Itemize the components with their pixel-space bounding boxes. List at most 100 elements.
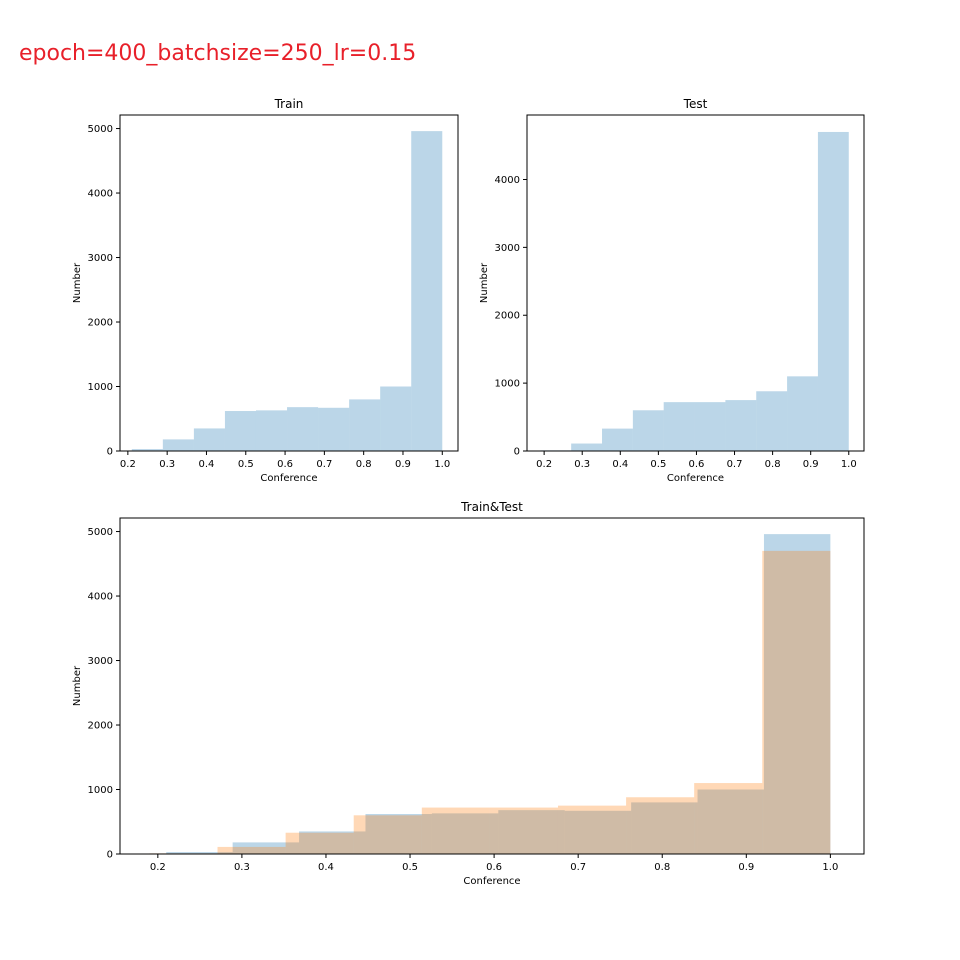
y-tick-label: 5000 xyxy=(88,124,113,135)
y-tick-label: 3000 xyxy=(495,243,520,254)
x-tick-label: 0.7 xyxy=(570,862,586,873)
histogram-bar xyxy=(489,807,558,854)
axes-frame xyxy=(526,114,865,452)
histogram-bar xyxy=(255,410,288,451)
subplot-combined: 0.2 0.3 0.4 0.5 0.6 0.7 0.8 0.9 1.0 0 1000 2000 3000… xyxy=(72,500,865,887)
histogram-bar xyxy=(762,550,831,854)
x-tick-label: 1.0 xyxy=(841,459,857,470)
x-tick-label: 0.9 xyxy=(803,459,819,470)
x-tick-label: 0.5 xyxy=(402,862,418,873)
y-tick-label: 2000 xyxy=(495,311,520,322)
subplot-test: 0.2 0.3 0.4 0.5 0.6 0.7 0.8 0.9 1.0 0 1000 2000 3000… xyxy=(479,97,865,484)
histogram-bar xyxy=(756,391,788,451)
x-tick-label: 0.3 xyxy=(159,459,175,470)
y-tick-label: 4000 xyxy=(88,189,113,200)
y-tick-label: 1000 xyxy=(495,379,520,390)
x-tick-label: 0.8 xyxy=(356,459,372,470)
histogram-bar xyxy=(380,386,412,451)
x-tick-label: 0.8 xyxy=(765,459,781,470)
histogram-bar xyxy=(564,810,632,854)
histogram-bar xyxy=(725,400,757,451)
histogram-bar xyxy=(162,439,194,451)
y-tick-label: 4000 xyxy=(88,592,113,603)
x-tick-label: 0.5 xyxy=(238,459,254,470)
x-tick-label: 0.7 xyxy=(727,459,743,470)
histogram-bar xyxy=(285,832,354,854)
histogram-bar xyxy=(631,802,698,854)
histogram-bar xyxy=(166,852,233,854)
histogram-bar xyxy=(217,846,286,854)
x-axis-label: Conference xyxy=(463,876,520,887)
histogram-bar xyxy=(571,443,603,451)
axes-frame xyxy=(119,114,459,452)
histogram-bar xyxy=(787,376,818,451)
x-tick-label: 0.2 xyxy=(536,459,552,470)
histogram-bar xyxy=(626,797,695,854)
y-axis-label: Number xyxy=(72,665,83,706)
histogram-bar xyxy=(557,805,627,854)
histogram-bar xyxy=(817,131,849,451)
histogram-bar xyxy=(697,789,764,854)
y-axis-label: Number xyxy=(479,262,490,303)
y-tick-label: 2000 xyxy=(88,318,113,329)
histogram-bar xyxy=(224,411,256,451)
y-tick-label: 0 xyxy=(107,447,113,458)
x-tick-label: 0.6 xyxy=(277,459,293,470)
histogram-bar xyxy=(498,810,565,854)
histogram-bar xyxy=(193,428,225,451)
histogram-bar xyxy=(431,813,499,854)
x-tick-label: 0.4 xyxy=(318,862,334,873)
x-tick-label: 0.3 xyxy=(234,862,250,873)
x-axis-label: Conference xyxy=(260,473,317,484)
histogram-bar xyxy=(299,831,366,854)
histogram-bar xyxy=(421,807,490,854)
y-tick-label: 5000 xyxy=(88,527,113,538)
histogram-bar xyxy=(632,410,664,451)
x-tick-label: 0.6 xyxy=(688,459,704,470)
histogram-bar xyxy=(365,814,432,854)
x-tick-label: 0.9 xyxy=(738,862,754,873)
y-tick-label: 2000 xyxy=(88,721,113,732)
series-0-bars xyxy=(131,131,443,451)
subplot-title: Train&Test xyxy=(460,500,523,514)
y-tick-label: 0 xyxy=(107,850,113,861)
y-tick-label: 0 xyxy=(514,447,520,458)
subplot-train: 0.2 0.3 0.4 0.5 0.6 0.7 0.8 0.9 1.0 0 1000 2000 3000… xyxy=(72,97,459,484)
histogram-bar xyxy=(694,402,726,451)
y-tick-label: 4000 xyxy=(495,175,520,186)
x-tick-label: 0.4 xyxy=(612,459,628,470)
x-tick-label: 0.6 xyxy=(486,862,502,873)
histogram-bar xyxy=(663,402,695,451)
subplot-title: Train xyxy=(274,97,304,111)
x-tick-label: 0.4 xyxy=(199,459,215,470)
x-tick-label: 1.0 xyxy=(822,862,838,873)
y-tick-label: 1000 xyxy=(88,785,113,796)
histogram-bar xyxy=(353,815,422,854)
x-tick-label: 0.8 xyxy=(654,862,670,873)
histogram-bar xyxy=(131,449,163,451)
axes-frame xyxy=(119,517,865,855)
subplot-title: Test xyxy=(683,97,708,111)
histogram-bar xyxy=(318,407,350,451)
histogram-bar xyxy=(602,428,633,451)
series-0-bars xyxy=(166,534,831,854)
series-0-bars xyxy=(540,131,849,451)
histogram-bar xyxy=(232,842,300,854)
x-tick-label: 0.7 xyxy=(316,459,332,470)
x-tick-label: 0.9 xyxy=(395,459,411,470)
x-tick-label: 0.2 xyxy=(120,459,136,470)
histogram-bar xyxy=(694,783,763,854)
histogram-bar xyxy=(349,399,381,451)
x-tick-label: 0.5 xyxy=(650,459,666,470)
y-tick-label: 3000 xyxy=(88,656,113,667)
series-1-bars xyxy=(149,550,831,854)
histogram-bar xyxy=(411,131,443,451)
y-tick-label: 1000 xyxy=(88,382,113,393)
figure-suptitle: epoch=400_batchsize=250_lr=0.15 xyxy=(19,41,417,66)
x-tick-label: 0.2 xyxy=(150,862,166,873)
y-axis-label: Number xyxy=(72,262,83,303)
histogram-bar xyxy=(763,534,831,854)
x-tick-label: 0.3 xyxy=(574,459,590,470)
histogram-bar xyxy=(287,407,319,451)
